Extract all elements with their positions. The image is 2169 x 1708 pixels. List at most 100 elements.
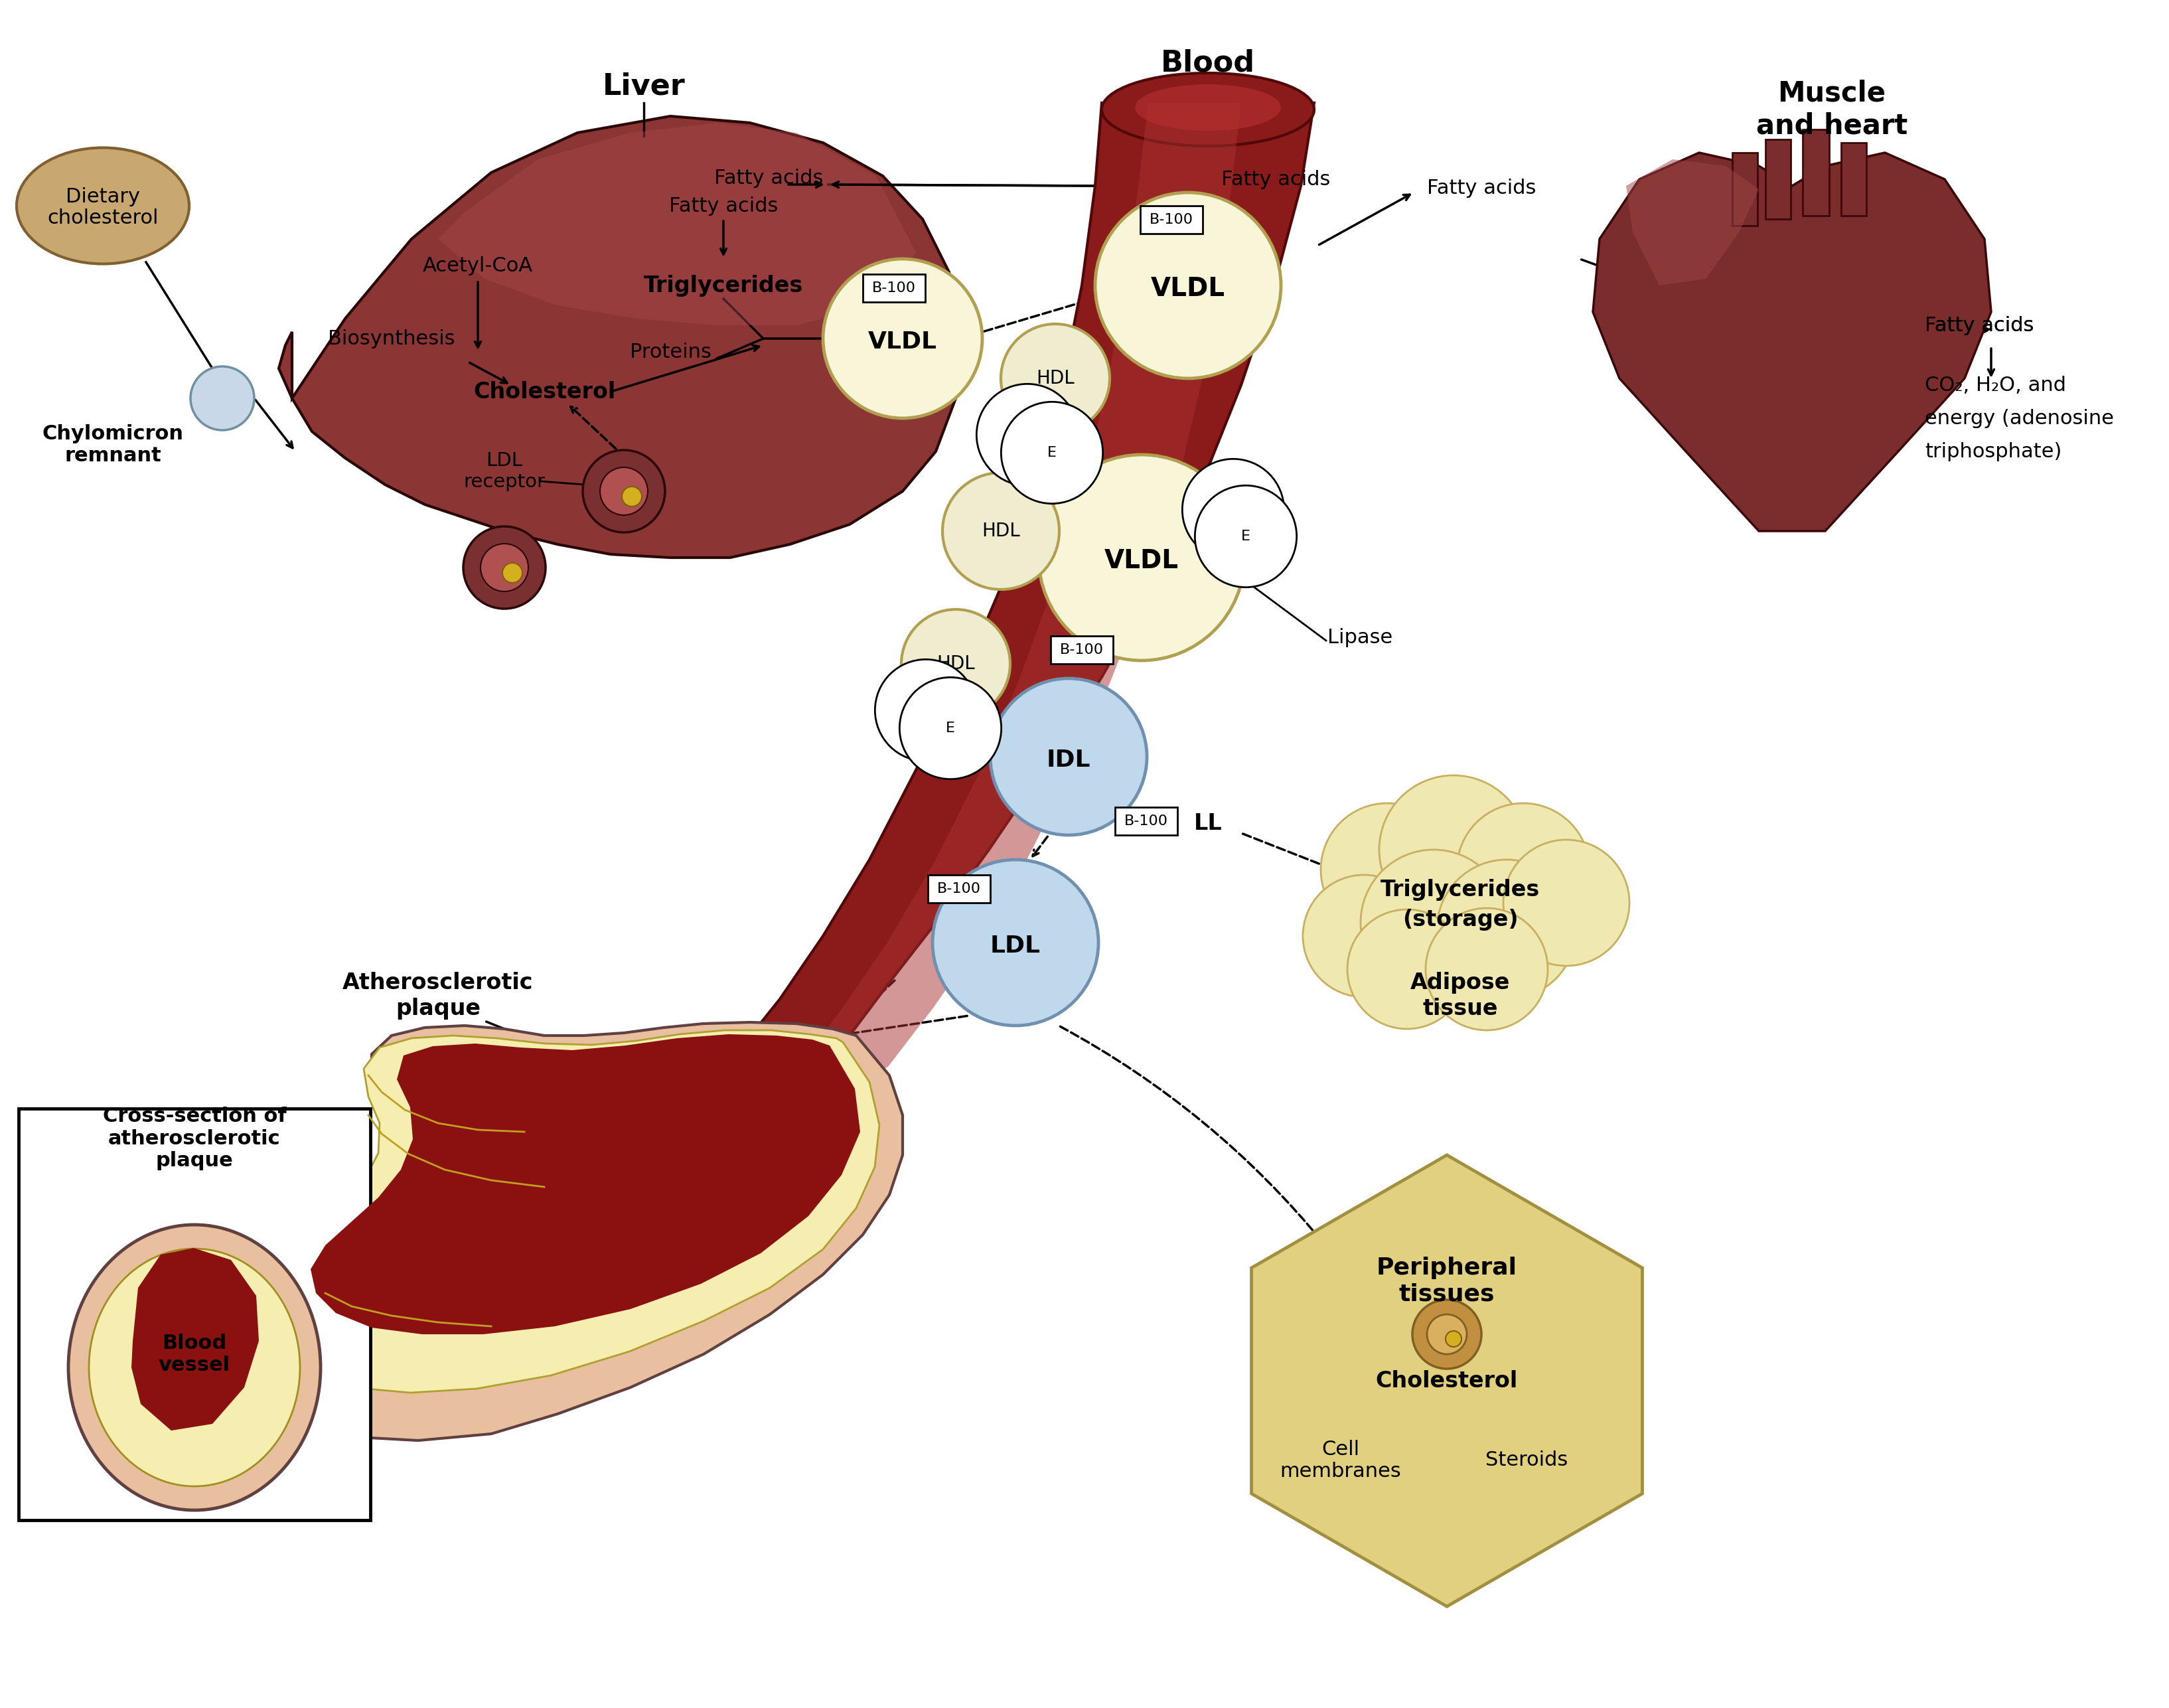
Text: Cholesterol: Cholesterol (473, 381, 616, 403)
Text: Fatty acids: Fatty acids (1924, 316, 2035, 335)
Text: triphosphate): triphosphate) (1924, 442, 2063, 461)
Text: E: E (1048, 446, 1056, 459)
Text: VLDL: VLDL (868, 331, 937, 354)
Text: C: C (920, 704, 931, 717)
Circle shape (1039, 454, 1245, 661)
Circle shape (1412, 1300, 1481, 1368)
Circle shape (1379, 775, 1527, 924)
Circle shape (933, 859, 1098, 1025)
Polygon shape (280, 116, 963, 557)
Circle shape (822, 260, 983, 418)
Circle shape (1458, 803, 1590, 936)
Ellipse shape (1134, 84, 1282, 132)
Circle shape (1445, 1331, 1462, 1348)
Ellipse shape (17, 147, 189, 263)
Polygon shape (1766, 140, 1792, 219)
Text: LDL: LDL (991, 934, 1041, 956)
Circle shape (503, 564, 523, 582)
Text: CO₂, H₂O, and: CO₂, H₂O, and (1924, 376, 2067, 395)
Text: (storage): (storage) (1401, 909, 1518, 931)
FancyBboxPatch shape (1115, 808, 1178, 835)
Text: Peripheral
tissues: Peripheral tissues (1377, 1257, 1518, 1305)
Circle shape (944, 473, 1058, 589)
Text: LDL
receptor: LDL receptor (464, 451, 544, 492)
Circle shape (601, 468, 649, 516)
Circle shape (1503, 840, 1629, 965)
Text: Fatty acids: Fatty acids (1924, 316, 2035, 335)
Text: Adipose
tissue: Adipose tissue (1410, 972, 1510, 1020)
Polygon shape (707, 102, 1314, 1091)
Polygon shape (132, 1249, 258, 1431)
Text: HDL: HDL (983, 521, 1019, 540)
Polygon shape (1733, 152, 1757, 225)
FancyBboxPatch shape (863, 275, 926, 302)
Polygon shape (1627, 159, 1759, 285)
Text: C: C (1022, 429, 1032, 441)
Circle shape (623, 487, 642, 507)
Text: C: C (1228, 504, 1238, 516)
FancyBboxPatch shape (1141, 205, 1202, 234)
Text: Fatty acids: Fatty acids (1427, 178, 1536, 198)
Text: VLDL: VLDL (1104, 548, 1178, 574)
Text: Chylomicron
remnant: Chylomicron remnant (41, 424, 184, 466)
Polygon shape (310, 1035, 861, 1334)
Text: B-100: B-100 (1150, 213, 1193, 227)
Text: Steroids: Steroids (1486, 1450, 1568, 1471)
FancyBboxPatch shape (928, 874, 991, 904)
Circle shape (583, 451, 666, 533)
Circle shape (991, 678, 1147, 835)
Text: Cross-section of
atherosclerotic
plaque: Cross-section of atherosclerotic plaque (102, 1107, 286, 1170)
Text: Blood
vessel: Blood vessel (158, 1334, 230, 1375)
Text: Triglycerides: Triglycerides (1379, 878, 1540, 900)
Circle shape (1425, 909, 1549, 1030)
Text: Muscle
and heart: Muscle and heart (1757, 80, 1907, 140)
Polygon shape (759, 102, 1241, 1088)
Text: Cholesterol: Cholesterol (1375, 1370, 1518, 1392)
Text: VLDL: VLDL (1152, 277, 1225, 301)
Polygon shape (1592, 152, 1991, 531)
Circle shape (464, 526, 547, 608)
Text: B-100: B-100 (1061, 644, 1104, 656)
Text: B-100: B-100 (937, 883, 980, 895)
Circle shape (1000, 325, 1111, 432)
Text: Biosynthesis: Biosynthesis (328, 330, 455, 348)
Text: Lipase: Lipase (1327, 627, 1392, 647)
Circle shape (1436, 859, 1577, 999)
Text: E: E (1241, 529, 1249, 543)
Text: E: E (946, 721, 954, 734)
Text: Blood: Blood (1160, 50, 1256, 77)
Text: Triglycerides: Triglycerides (644, 275, 803, 297)
Text: Liver: Liver (603, 72, 685, 101)
Text: energy (adenosine: energy (adenosine (1924, 408, 2115, 427)
Text: HDL: HDL (1037, 369, 1074, 388)
Polygon shape (438, 123, 915, 325)
Text: Atherosclerotic
plaque: Atherosclerotic plaque (343, 972, 534, 1020)
Text: Cell
membranes: Cell membranes (1280, 1440, 1401, 1481)
Text: Proteins: Proteins (629, 342, 711, 362)
Polygon shape (1802, 130, 1828, 215)
Circle shape (1427, 1315, 1466, 1354)
Text: Fatty acids: Fatty acids (1221, 169, 1330, 190)
Text: B-100: B-100 (1124, 815, 1169, 828)
Ellipse shape (89, 1249, 299, 1486)
Text: IDL: IDL (1045, 748, 1091, 772)
Circle shape (1304, 874, 1425, 997)
Text: Fatty acids: Fatty acids (714, 169, 822, 188)
Text: LL: LL (1193, 813, 1221, 834)
FancyBboxPatch shape (1050, 635, 1113, 664)
Polygon shape (262, 1030, 878, 1392)
Circle shape (1321, 803, 1453, 936)
Ellipse shape (1102, 73, 1314, 147)
Circle shape (1360, 849, 1507, 996)
Text: Acetyl-CoA: Acetyl-CoA (423, 256, 534, 275)
Polygon shape (243, 1023, 902, 1440)
Text: Dietary: Dietary (65, 186, 141, 207)
Polygon shape (1841, 143, 1865, 215)
Text: HDL: HDL (937, 654, 974, 673)
Bar (20, 1108, 371, 1520)
Ellipse shape (69, 1225, 321, 1510)
Circle shape (482, 543, 529, 591)
Circle shape (1347, 909, 1466, 1028)
Polygon shape (1252, 1155, 1642, 1607)
Circle shape (902, 610, 1011, 719)
